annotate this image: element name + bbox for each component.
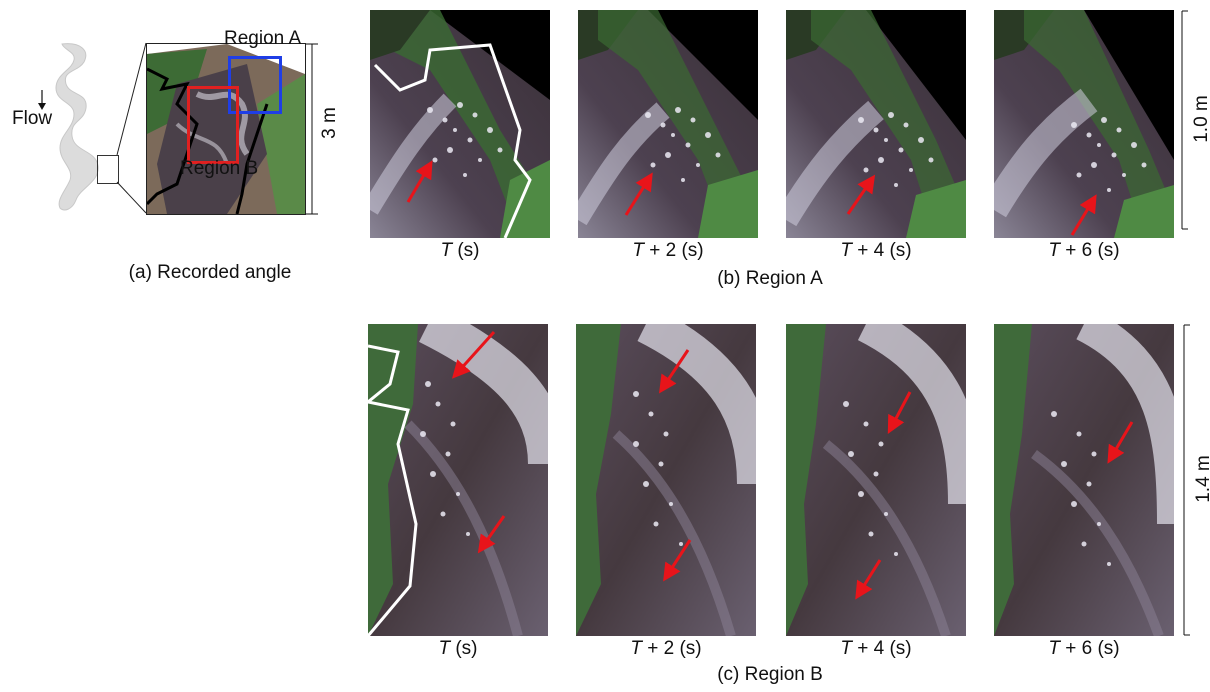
aerial-image (146, 43, 306, 215)
overview-figure: Flow Region A Region B 3 m (a) Recorded … (0, 0, 340, 300)
region-b-caption: (c) Region B (717, 664, 823, 685)
region-a-scale-bar (1181, 10, 1188, 230)
region-a-row: T (s) T + 2 (s) (0, 0, 1210, 300)
region-a-frame-1-label: T (s) (440, 240, 480, 261)
overview-scale-bar (306, 43, 318, 215)
region-b-frame-2-label: T + 2 (s) (630, 638, 702, 659)
region-b-frame-3-label: T + 4 (s) (840, 638, 912, 659)
zoom-connectors (116, 42, 147, 214)
region-a-frame-4-label: T + 6 (s) (1048, 240, 1120, 261)
region-a-frame (786, 10, 966, 238)
flow-label: Flow (12, 108, 53, 129)
region-a-caption: (b) Region A (717, 268, 823, 289)
region-a-frame (370, 10, 550, 238)
region-b-label: Region B (180, 158, 259, 179)
region-a-frame (994, 10, 1174, 238)
region-a-scale-label: 1.0 m (1190, 95, 1210, 143)
region-a-frame-3-label: T + 4 (s) (840, 240, 912, 261)
region-b-scale-label: 1.4 m (1192, 455, 1210, 503)
region-a-label: Region A (224, 28, 302, 49)
region-a-box (228, 56, 282, 114)
overview-caption: (a) Recorded angle (128, 262, 292, 283)
region-b-box (187, 86, 239, 164)
region-b-frame (786, 324, 966, 636)
region-a-frame (578, 10, 758, 238)
region-b-frame (368, 324, 548, 636)
inset-marker (97, 155, 119, 184)
river-map (55, 43, 99, 211)
region-b-frame (576, 324, 756, 636)
region-b-scale-bar (1183, 324, 1190, 636)
region-b-frame-4-label: T + 6 (s) (1048, 638, 1120, 659)
region-b-row: T (s) T + 2 (s) (0, 300, 1210, 692)
region-b-frame (994, 324, 1174, 636)
region-a-frame-2-label: T + 2 (s) (632, 240, 704, 261)
region-b-frame-1-label: T (s) (438, 638, 478, 659)
flow-arrow-icon (38, 90, 46, 110)
